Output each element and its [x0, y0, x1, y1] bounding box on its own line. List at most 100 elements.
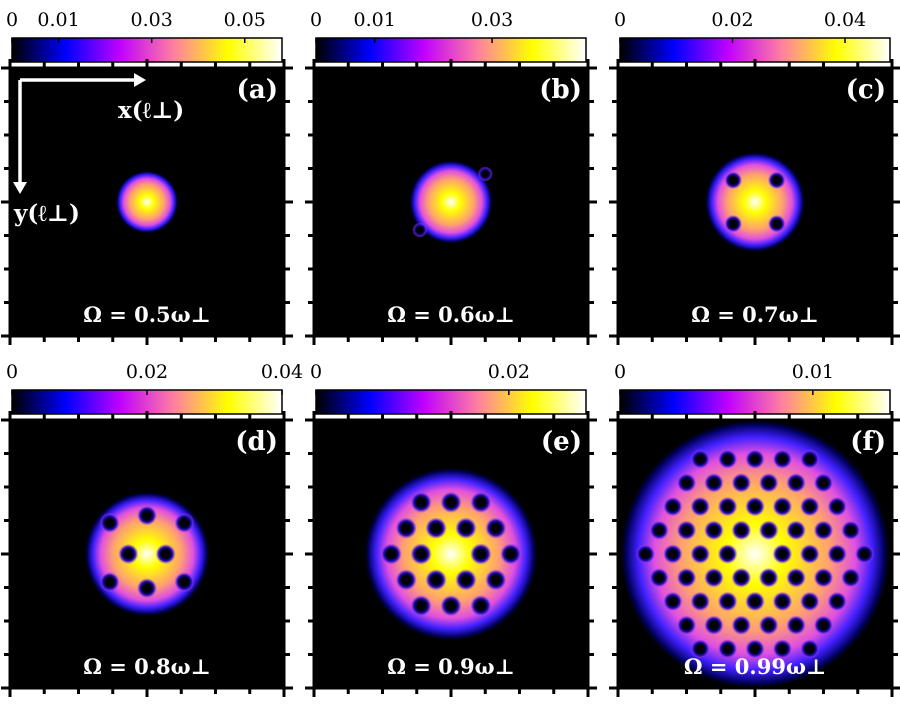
vortex-core: [704, 520, 724, 541]
vortex-core: [676, 472, 697, 493]
vortex-core: [136, 578, 158, 599]
vortex-core: [477, 166, 493, 182]
vortex-core: [854, 544, 875, 564]
vortex-core: [813, 472, 834, 493]
colorbar-tick-label: 0: [614, 361, 626, 383]
panel-0: 0 0.01 0.03 0.05 (a) Ω = 0.5ω⊥ x(ℓ⊥) y(ℓ⊥): [1, 9, 293, 345]
colorbar: [11, 37, 283, 63]
colorbar-tick-label: 0: [310, 9, 322, 31]
vortex-core: [455, 517, 477, 539]
vortex-core: [704, 615, 724, 636]
colorbar-tick-label: 0: [6, 9, 18, 31]
colorbar-tick-label: 0: [614, 9, 626, 31]
vortex-core: [662, 544, 683, 564]
vortex-core: [827, 591, 848, 612]
vortex-core: [731, 615, 752, 636]
vortex-core: [799, 639, 820, 659]
vortex-core: [772, 591, 793, 612]
vortex-core: [827, 544, 848, 564]
vortex-core: [772, 639, 793, 659]
vortex-core: [767, 214, 786, 233]
colorbar-tick-label: 0.01: [792, 361, 834, 383]
colorbar-tick-label: 0: [6, 361, 18, 383]
vortex-core: [813, 567, 834, 588]
vortex-core: [99, 512, 120, 533]
vortex-core: [635, 544, 656, 564]
vortex-core: [425, 517, 447, 539]
vortex-core: [485, 517, 507, 539]
colorbar: [619, 389, 891, 415]
vortex-core: [470, 543, 492, 565]
vortex-core: [772, 449, 793, 469]
vortex-core: [395, 569, 417, 591]
vortex-core: [412, 222, 428, 238]
vortex-core: [731, 472, 752, 493]
vortex-core: [813, 615, 834, 636]
vortex-core: [717, 496, 738, 517]
vortex-core: [500, 543, 522, 565]
vortex-core: [136, 505, 158, 526]
omega-label: Ω = 0.5ω⊥: [83, 302, 211, 327]
vortex-core: [662, 496, 683, 517]
colorbar-tick-label: 0.01: [354, 9, 396, 31]
vortex-core: [690, 591, 711, 612]
omega-label: Ω = 0.6ω⊥: [387, 302, 515, 327]
density-plot: [619, 420, 891, 688]
density-plot: [409, 160, 493, 244]
vortex-core: [470, 491, 492, 513]
colorbar-tick-label: 0.05: [224, 9, 266, 31]
vortex-core: [799, 496, 820, 517]
vortex-core: [786, 615, 806, 636]
panel-3: 0 0.02 0.04 (d) Ω = 0.8ω⊥: [1, 361, 303, 697]
vortex-core: [799, 449, 820, 469]
x-arrow-head: [134, 73, 146, 87]
vortex-core: [676, 567, 697, 588]
colorbar-tick-label: 0: [310, 361, 322, 383]
density-plot: [363, 466, 539, 642]
condensate-density: [115, 170, 179, 234]
vortex-core: [841, 567, 861, 588]
panel-4: 0 0.02 (e) Ω = 0.9ω⊥: [305, 361, 597, 697]
vortex-core: [395, 517, 417, 539]
vortex-core: [745, 591, 765, 612]
vortex-core: [676, 520, 697, 541]
vortex-core: [745, 639, 765, 659]
vortex-core: [440, 595, 462, 617]
panel-label: (b): [539, 75, 582, 105]
density-plot: [704, 151, 806, 253]
vortex-core: [786, 520, 806, 541]
vortex-core: [704, 472, 724, 493]
vortex-core: [724, 171, 743, 190]
vortex-core: [745, 449, 765, 469]
omega-label: Ω = 0.8ω⊥: [83, 654, 211, 679]
vortex-core: [841, 520, 861, 541]
density-plot: [115, 170, 179, 234]
colorbar: [315, 389, 587, 415]
colorbar-tick-label: 0.04: [261, 361, 303, 383]
panel-5: 0 0.01 (f) Ω = 0.99ω⊥: [609, 361, 900, 697]
condensate-density: [409, 160, 493, 244]
vortex-core: [772, 544, 793, 564]
colorbar-tick-label: 0.02: [126, 361, 168, 383]
vortex-core: [690, 544, 711, 564]
vortex-core: [767, 171, 786, 190]
panel-label: (a): [237, 75, 278, 105]
vortex-core: [813, 520, 834, 541]
vortex-core: [758, 472, 779, 493]
panel-label: (c): [846, 75, 886, 105]
condensate-density: [704, 151, 806, 253]
vortex-core: [786, 472, 806, 493]
colorbar-tick-label: 0.01: [37, 9, 79, 31]
colorbar: [619, 37, 891, 63]
omega-label: Ω = 0.99ω⊥: [684, 654, 826, 679]
vortex-core: [745, 496, 765, 517]
vortex-core: [717, 639, 738, 659]
vortex-core: [470, 595, 492, 617]
colorbar-tick-label: 0.02: [488, 361, 530, 383]
panel-label: (e): [541, 427, 582, 457]
colorbar-tick-label: 0.04: [824, 9, 866, 31]
vortex-core: [662, 591, 683, 612]
vortex-core: [724, 214, 743, 233]
vortex-core: [99, 571, 120, 593]
condensate-density: [363, 466, 539, 642]
